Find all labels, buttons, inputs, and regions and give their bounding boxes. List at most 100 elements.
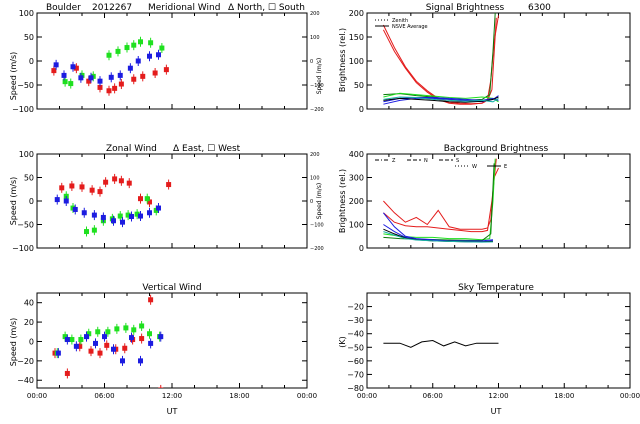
meridional-point [97, 84, 103, 90]
skytemp-frame [366, 292, 631, 389]
zonal-ytick-label: −100 [12, 244, 34, 253]
zonal-plot-area [54, 173, 172, 237]
meridional-point [131, 42, 137, 48]
zonal-ytick-label: 100 [19, 150, 34, 159]
vertical-frame [36, 292, 308, 389]
meridional-point [115, 48, 121, 54]
meridional-point [117, 72, 123, 78]
signal-ytick-label: 0 [359, 105, 364, 114]
meridional-point [148, 40, 154, 46]
zonal-point [147, 210, 152, 216]
zonal-legend: Δ East, ☐ West [173, 144, 241, 154]
vertical-point [120, 358, 125, 364]
meridional-ylabel: Speed (m/s) [9, 52, 18, 101]
meridional-ytick-right-label: 100 [310, 35, 320, 41]
background-legend-label: S [456, 158, 459, 164]
zonal-point [111, 218, 116, 224]
meridional-point [147, 53, 152, 59]
meridional-point [106, 52, 112, 58]
zonal-ytick-right-label: 200 [310, 152, 320, 158]
meridional-point [61, 72, 67, 78]
skytemp-ylabel: (K) [338, 336, 347, 348]
zonal-point [100, 214, 106, 220]
meridional-point [156, 52, 161, 58]
vertical-point [129, 335, 134, 341]
skytemp-title: Sky Temperature [458, 283, 534, 293]
background-ytick-label: 0 [359, 244, 364, 253]
background-ytick-label: 400 [349, 150, 364, 159]
skytemp-ytick-label: −50 [347, 343, 364, 352]
vertical-xtick-label: 00:00 [27, 392, 47, 400]
vertical-point [114, 326, 120, 332]
signal-series-line [383, 96, 499, 103]
vertical-point [86, 331, 92, 337]
vertical-point [131, 327, 137, 333]
skytemp-xtick-label: 18:00 [554, 392, 574, 400]
vertical-ytick-label: −40 [17, 376, 34, 385]
meridional-point [131, 76, 137, 82]
zonal-point [120, 219, 125, 225]
zonal-point [97, 189, 103, 195]
vertical-point [139, 336, 145, 342]
meridional-point [159, 45, 165, 51]
meridional-point [118, 81, 124, 87]
background-series-line [383, 167, 499, 230]
meridional-point [152, 70, 158, 76]
signal-wavelength: 6300 [528, 3, 551, 13]
skytemp-xtick-label: 00:00 [357, 392, 377, 400]
vertical-point [105, 329, 111, 335]
meridional-point [135, 58, 141, 64]
zonal-ylabel-right: Speed (m/s) [316, 183, 323, 219]
vertical-ytick-label: 0 [29, 337, 34, 346]
zonal-point [156, 205, 161, 211]
zonal-point [79, 184, 85, 190]
vertical-title: Vertical Wind [142, 283, 201, 293]
vertical-point [139, 323, 145, 329]
meridional-point [163, 67, 169, 73]
vertical-point [147, 331, 152, 337]
signal-series-line [383, 92, 499, 103]
signal-ytick-label: 200 [349, 9, 364, 18]
zonal-frame [36, 153, 308, 249]
background-ytick-label: 100 [349, 221, 364, 230]
signal-title: Signal Brightness [426, 3, 505, 13]
skytemp-ytick-label: −70 [347, 370, 364, 379]
zonal-ytick-right-label: 100 [310, 176, 320, 182]
zonal-point [54, 197, 60, 203]
signal-ytick-label: 100 [349, 57, 364, 66]
background-legend-label: W [472, 164, 477, 170]
meridional-point [127, 65, 133, 71]
background-series-line [383, 212, 494, 242]
background-plot-area [383, 158, 499, 243]
vertical-point [158, 334, 164, 340]
meridional-ytick-label: −50 [17, 81, 34, 90]
meridional-point [73, 65, 79, 71]
vertical-ylabel: Speed (m/s) [9, 318, 18, 367]
vertical-ytick-label: −20 [17, 357, 34, 366]
skytemp-plot-area [383, 339, 499, 348]
zonal-point [166, 182, 172, 188]
zonal-title: Zonal Wind [106, 144, 157, 154]
background-legend-label: E [504, 164, 507, 170]
vertical-point [102, 334, 107, 340]
zonal-ytick-label: 50 [24, 174, 34, 183]
zonal-ytick-label: −50 [17, 221, 34, 230]
meridional-ytick-label: 0 [29, 57, 34, 66]
signal-legend-label: NSVE Average [392, 24, 428, 30]
vertical-point [104, 342, 110, 348]
background-ytick-label: 300 [349, 174, 364, 183]
meridional-point [138, 39, 143, 45]
signal-series-line [383, 96, 499, 103]
skytemp-ytick-label: −60 [347, 357, 364, 366]
meridional-point [140, 73, 146, 79]
zonal-point [138, 196, 143, 202]
zonal-point [118, 178, 124, 184]
vertical-ytick-label: 20 [24, 318, 34, 327]
zonal-point [91, 212, 97, 218]
signal-ytick-label: 150 [349, 33, 364, 42]
zonal-ytick-label: 0 [29, 197, 34, 206]
vertical-xtick-label: 18:00 [229, 392, 249, 400]
zonal-point [138, 213, 143, 219]
signal-ytick-label: 50 [354, 81, 364, 90]
meridional-legend: Δ North, ☐ South [228, 3, 305, 13]
